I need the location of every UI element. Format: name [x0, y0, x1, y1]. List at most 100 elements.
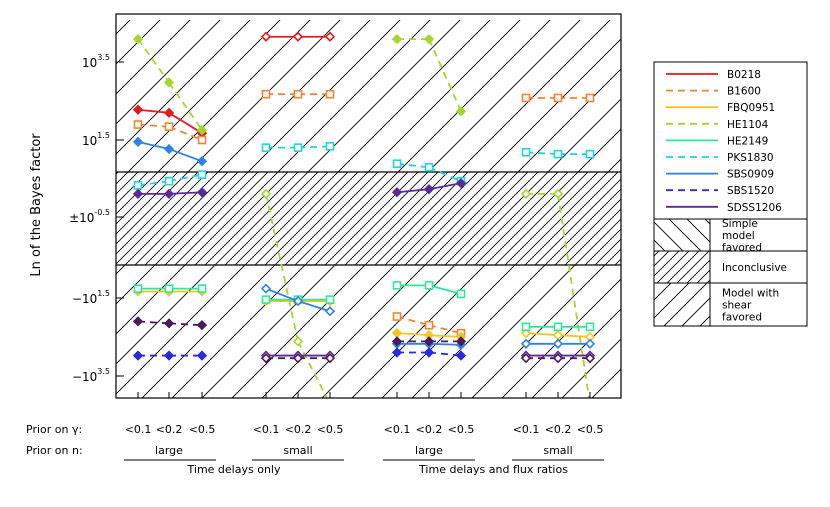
- point-he2149: [424, 281, 434, 290]
- x-tick-label: <0.5: [577, 423, 604, 436]
- point-sdss1206: [455, 178, 467, 189]
- point-b0218: [260, 31, 272, 42]
- point-sbs0909: [132, 136, 144, 148]
- series-line-fbq0951: [557, 334, 591, 338]
- series-line-sbs0909: [168, 148, 203, 163]
- legend-label-he2149: HE2149: [727, 135, 768, 147]
- region-model-with-shear-favored: [116, 265, 621, 398]
- point-pks1830: [553, 149, 563, 159]
- point-sbs0909: [520, 338, 532, 349]
- point-pks1830: [293, 143, 303, 152]
- point-sbs1520: [455, 350, 467, 361]
- point-pks1830: [197, 170, 207, 179]
- x-tick-label: <0.1: [384, 423, 411, 436]
- y-tick-label: ±10-0.5: [69, 208, 110, 225]
- point-b1600: [553, 93, 563, 103]
- y-axis-title: Ln of the Bayes factor: [29, 133, 44, 277]
- point-pks1830: [133, 181, 143, 190]
- region-legend-label: Model with: [722, 288, 779, 300]
- point-b1600: [293, 89, 303, 99]
- prior-n-label: Prior on n:: [26, 444, 83, 457]
- point-he2149: [585, 322, 595, 332]
- point-pks1830: [585, 149, 595, 159]
- series-line-pks1830: [396, 162, 430, 169]
- point-pks1830: [521, 147, 531, 157]
- point-b1600: [261, 89, 271, 99]
- series-line-sbs0909: [137, 140, 170, 150]
- point-he1104: [552, 188, 564, 200]
- point-sdss1206: [391, 187, 403, 198]
- point-sbs0909: [324, 306, 336, 317]
- series-line-sdss1206: [396, 188, 430, 194]
- point-sdss1650: [324, 353, 336, 364]
- legend-label-sbs0909: SBS0909: [727, 169, 774, 181]
- series-line-sdss1206: [168, 191, 203, 195]
- point-he2149: [456, 289, 466, 299]
- legend-label-sbs1520: SBS1520: [727, 185, 774, 197]
- point-sdss1650: [163, 318, 175, 329]
- point-sbs1520: [163, 350, 175, 361]
- n-group-label: large: [415, 444, 443, 457]
- series-line-sbs1520: [428, 351, 462, 357]
- region-legend-label: favored: [722, 242, 762, 254]
- point-sbs1520: [423, 347, 435, 358]
- point-sdss1650: [520, 353, 532, 364]
- series-line-he1104: [428, 38, 462, 112]
- point-sdss1650: [584, 353, 596, 364]
- plot-frame: [115, 13, 622, 399]
- point-sdss1206: [132, 188, 144, 200]
- point-he2149: [392, 281, 402, 290]
- point-sdss1650: [260, 353, 272, 364]
- region-swatch: [653, 282, 711, 327]
- y-tick-label: 103.5: [82, 53, 110, 70]
- point-sbs1520: [326, 403, 334, 411]
- legend-label-b1600: B1600: [727, 86, 761, 98]
- region-legend-label: favored: [722, 312, 762, 324]
- x-tick-label: <0.2: [285, 423, 312, 436]
- point-sdss1206: [196, 187, 208, 198]
- series-line-sbs0909: [428, 342, 462, 346]
- point-sbs1520: [196, 350, 208, 361]
- point-he2149: [521, 322, 531, 332]
- series-line-he2149: [428, 284, 462, 295]
- point-he2149: [261, 295, 271, 304]
- point-he1104: [391, 34, 403, 45]
- point-sbs1520: [294, 403, 302, 411]
- y-tick-label: 101.5: [82, 131, 110, 148]
- point-b1600: [197, 135, 207, 145]
- y-axis: 103.5 101.5 ±10-0.5 −101.5 −103.5: [69, 53, 124, 384]
- legend-label-he1104: HE1104: [727, 119, 769, 131]
- point-b0218: [324, 31, 336, 42]
- point-fbq0951: [520, 328, 532, 339]
- point-b0218: [132, 104, 144, 115]
- point-he2149: [133, 284, 143, 293]
- point-pks1830: [424, 163, 434, 172]
- x-tick-label: <0.1: [125, 423, 152, 436]
- region-inconclusive: [116, 172, 621, 265]
- region-legend-label: Inconclusive: [722, 262, 787, 274]
- x-tick-label: <0.2: [416, 423, 443, 436]
- x-tick-label: <0.1: [513, 423, 540, 436]
- point-he2149: [164, 284, 174, 293]
- point-pks1830: [164, 176, 174, 186]
- x-tick-label: <0.5: [448, 423, 475, 436]
- point-b1600: [325, 89, 335, 99]
- point-he1104: [520, 188, 532, 200]
- series-line-he1104: [168, 81, 203, 131]
- point-b1600: [521, 93, 531, 103]
- point-sdss1650: [423, 336, 435, 347]
- series-line-b0218: [168, 112, 203, 134]
- region-legend-label: Simple: [722, 218, 758, 230]
- point-sdss1206: [423, 184, 435, 195]
- series-line-b0218: [137, 108, 170, 114]
- point-pks1830: [325, 142, 335, 151]
- region-swatch: [653, 250, 711, 284]
- y-tick-label: −103.5: [72, 367, 110, 384]
- point-sbs0909: [163, 143, 175, 155]
- series-line-b1600: [137, 123, 170, 128]
- point-b1600: [424, 320, 434, 330]
- point-sdss1650: [196, 320, 208, 331]
- region-swatch: [653, 218, 711, 252]
- point-sbs0909: [552, 338, 564, 349]
- point-sdss1650: [455, 336, 467, 347]
